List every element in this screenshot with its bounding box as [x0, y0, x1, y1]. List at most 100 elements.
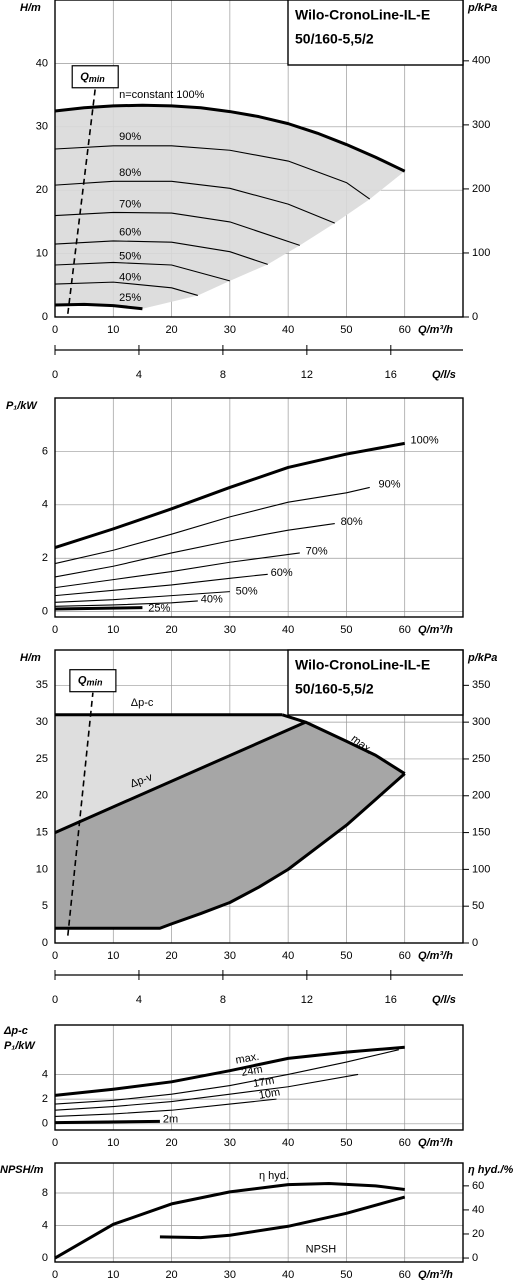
- x-tick-label: 12: [301, 994, 313, 1006]
- curve-label: 10m: [258, 1086, 281, 1102]
- chart-subtitle: 50/160-5,5/2: [295, 31, 374, 47]
- plot-frame: [54, 0, 464, 318]
- curve-label: NPSH: [306, 1244, 337, 1256]
- curve: [54, 302, 143, 311]
- y-axis-label: P₁/kW: [6, 400, 38, 412]
- x-tick-label: 10: [107, 324, 119, 336]
- y-axis-label: H/m: [20, 2, 41, 14]
- plot-frame: [54, 1162, 464, 1263]
- plot-frame: [54, 1024, 464, 1131]
- y-tick-label: 8: [42, 1187, 48, 1199]
- x-tick-label: 20: [165, 1137, 177, 1149]
- chart-2: 0 10 20 30 40 50 60 Q/m³/h 0 2 4 6 P₁/kW 100% 90% 80% 70…: [6, 397, 464, 636]
- curve-label: max.: [235, 1051, 261, 1067]
- qmin-sub: min: [89, 74, 106, 84]
- curve-label: 70%: [119, 199, 141, 211]
- curve-label: 60%: [271, 567, 293, 579]
- curve: [54, 1045, 405, 1097]
- curve-label: η hyd.: [259, 1170, 289, 1182]
- x-tick-label: 4: [136, 369, 142, 381]
- y2-tick-label: 200: [472, 790, 490, 802]
- qmin-line: [67, 692, 94, 936]
- operating-area: [55, 105, 405, 309]
- y-tick-label: 2: [42, 552, 48, 564]
- x-tick-label: 8: [220, 994, 226, 1006]
- curve: [159, 1195, 406, 1240]
- qmin-label: Qmin: [80, 71, 105, 84]
- curve: [54, 1073, 359, 1111]
- curve-label: 80%: [341, 516, 363, 528]
- curve-label: n=constant 100%: [119, 89, 205, 101]
- x-tick-label: 0: [52, 1269, 58, 1280]
- qmin-box: [71, 65, 119, 89]
- curve: [54, 522, 335, 578]
- chart-6: 0 10 20 30 40 50 60 Q/m³/h 0 4 8 0 20 40 60 NPSH/m η hyd…: [0, 1162, 513, 1280]
- curve-label: 70%: [306, 545, 328, 557]
- y2-tick-label: 200: [472, 183, 490, 195]
- y-tick-label: 20: [36, 184, 48, 196]
- curve: [54, 600, 198, 607]
- x-tick-label: 0: [52, 624, 58, 636]
- curve: [54, 441, 405, 549]
- title-box: [287, 0, 464, 66]
- y-tick-label: 40: [36, 57, 48, 69]
- x-tick-label: 20: [165, 950, 177, 962]
- x-tick-label: 40: [282, 950, 294, 962]
- x-tick-label: 20: [165, 624, 177, 636]
- x-tick-label: 60: [399, 1269, 411, 1280]
- x-tick-label: 50: [340, 1269, 352, 1280]
- x-tick-label: 10: [107, 1269, 119, 1280]
- y2-axis-label: p/kPa: [467, 652, 497, 664]
- y2-tick-label: 60: [472, 1180, 484, 1192]
- y2-tick-label: 350: [472, 679, 490, 691]
- title-box: [287, 649, 464, 716]
- x-tick-label: 50: [340, 950, 352, 962]
- x-tick-label: 16: [385, 369, 397, 381]
- chart-title: Wilo-CronoLine-IL-E: [295, 657, 430, 673]
- x-tick-label: 12: [301, 369, 313, 381]
- curve: [54, 573, 268, 597]
- curve: [54, 486, 370, 565]
- x-tick-label: 0: [52, 950, 58, 962]
- y-tick-label: 0: [42, 311, 48, 323]
- y-tick-label: 30: [36, 716, 48, 728]
- x-axis-label: Q/l/s: [432, 369, 456, 381]
- curve: [54, 145, 371, 200]
- x-tick-label: 4: [136, 994, 142, 1006]
- y2-tick-label: 150: [472, 826, 490, 838]
- y2-tick-label: 300: [472, 119, 490, 131]
- x-tick-label: 20: [165, 1269, 177, 1280]
- y-tick-label: 35: [36, 679, 48, 691]
- y2-axis-label: p/kPa: [467, 2, 497, 14]
- x-tick-label: 30: [224, 324, 236, 336]
- y2-tick-label: 400: [472, 55, 490, 67]
- y-axis-label: H/m: [20, 652, 41, 664]
- y-axis-label: P₁/kW: [4, 1040, 36, 1052]
- x-axis-label: Q/m³/h: [418, 1137, 453, 1149]
- y-tick-label: 4: [42, 1068, 48, 1080]
- x-axis-label: Q/m³/h: [418, 624, 453, 636]
- curve-label: 90%: [378, 479, 400, 491]
- x-tick-label: 0: [52, 1137, 58, 1149]
- y2-tick-label: 0: [472, 1252, 478, 1264]
- curve-label: 60%: [119, 227, 141, 239]
- chart-5: 0 10 20 30 40 50 60 Q/m³/h 0 2 4 Δp-c P₁/kW max.24m17…: [3, 1024, 464, 1149]
- x-tick-label: 0: [52, 324, 58, 336]
- y-tick-label: 0: [42, 606, 48, 618]
- y2-tick-label: 300: [472, 716, 490, 728]
- chart-0: 0 10 20 30 40 50 60 Q/m³/h010203040010020030040…: [20, 0, 497, 336]
- x-axis-label: Q/m³/h: [418, 1269, 453, 1280]
- curve: [54, 1049, 400, 1105]
- x-tick-label: 30: [224, 624, 236, 636]
- qmin-box: [69, 669, 117, 693]
- x-axis-label: Q/m³/h: [418, 324, 453, 336]
- curve-label: 25%: [148, 602, 170, 614]
- y-axis-label: Δp-c: [3, 1025, 28, 1037]
- x-tick-label: 40: [282, 324, 294, 336]
- curve-label: 50%: [119, 251, 141, 263]
- chart-3: 0 10 20 30 40 50 60 Q/m³/h051015202530350501001…: [20, 649, 497, 962]
- chart-subtitle: 50/160-5,5/2: [295, 681, 374, 697]
- curve-label: 25%: [119, 292, 141, 304]
